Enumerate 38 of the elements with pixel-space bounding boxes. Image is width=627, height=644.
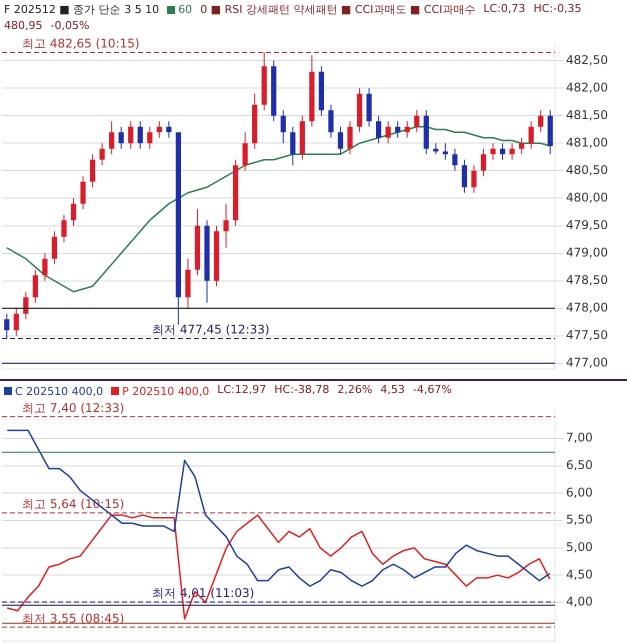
y-tick-label: 479,50 xyxy=(566,218,608,232)
y-tick-label: 481,00 xyxy=(566,135,608,150)
y-tick-label: 4,50 xyxy=(566,567,593,582)
y-tick-label: 482,00 xyxy=(566,80,608,94)
y-tick-label: 478,00 xyxy=(566,300,608,314)
ref-line-label: 최고 482,65 (10:15) xyxy=(22,36,140,51)
ref-line-label: 최저 3,55 (08:45) xyxy=(22,611,124,626)
text: HC:-0,35 xyxy=(533,2,582,17)
legend-label: P 202510 400,0 xyxy=(121,384,210,399)
y-tick-label: 7,00 xyxy=(566,430,593,445)
y-tick-label: 477,50 xyxy=(566,328,608,342)
y-tick-label: 478,50 xyxy=(566,272,608,287)
y-tick-label: 482,50 xyxy=(566,52,608,67)
y-tick-label: 479,00 xyxy=(566,245,608,260)
text: LC:0,73 xyxy=(483,2,526,17)
y-tick-label: 4,00 xyxy=(566,594,593,609)
text: 2,26% xyxy=(337,383,372,398)
y-tick-label: 6,00 xyxy=(566,485,593,500)
y-tick-label: 477,00 xyxy=(566,355,608,370)
text: 0 ■ RSI 강세패턴 약세패턴 ■ CCI과매도 ■ CCI과매수 xyxy=(200,2,476,17)
text: HC:-38,78 xyxy=(274,383,330,398)
candlestick xyxy=(433,142,438,155)
y-tick-label: 5,50 xyxy=(566,512,593,527)
text: LC:12,97 xyxy=(217,383,266,398)
y-tick-label: 480,50 xyxy=(566,162,608,177)
chart-title: F 202512 ■ 종가 단순 3 5 10 xyxy=(4,2,160,17)
y-tick-label: 6,50 xyxy=(566,458,593,472)
ref-line-label: 최저 477,45 (12:33) xyxy=(152,322,270,337)
text: -4,67% xyxy=(412,383,452,398)
y-tick-label: 481,50 xyxy=(566,108,608,122)
ref-line-label: 최고 7,40 (12:33) xyxy=(22,400,124,415)
legend-label: C 202510 400,0 xyxy=(14,384,104,399)
y-tick-label: 5,00 xyxy=(566,540,593,554)
text: 4,53 xyxy=(380,383,405,398)
y-tick-label: 480,00 xyxy=(566,190,608,204)
text: 480,95 xyxy=(4,19,42,32)
legend-label: 60 xyxy=(177,2,192,17)
text: -0,05% xyxy=(50,19,90,32)
